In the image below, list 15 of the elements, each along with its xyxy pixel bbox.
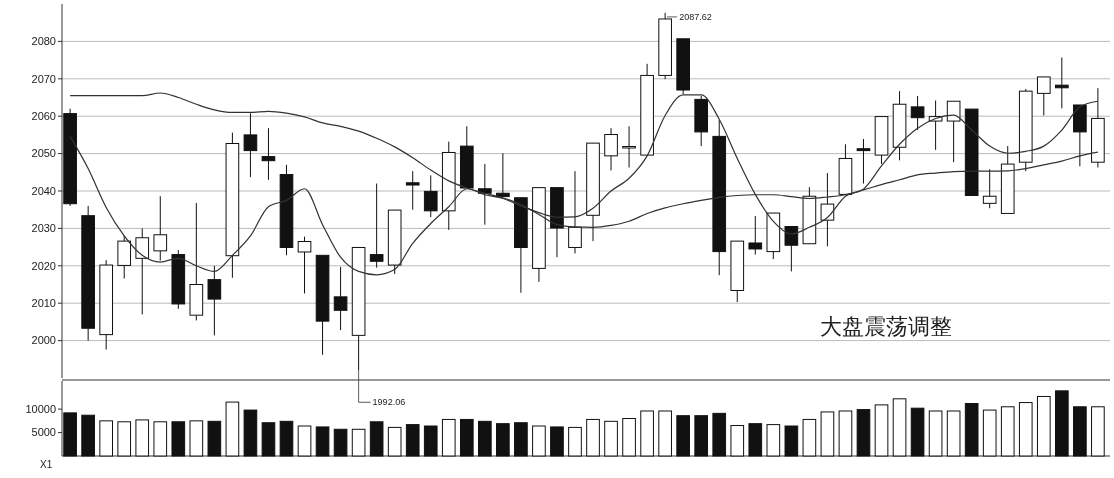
y-tick-label: 2080 [31,35,56,48]
y-tick-label: 10000 [25,402,56,415]
y-tick-label: 2040 [31,184,56,197]
annotation: 大盘震荡调整 [820,314,952,339]
y-tick-label: 2010 [31,297,56,310]
y-tick-label: 2050 [31,147,56,160]
text: X1 [40,459,53,470]
y-tick-label: 2030 [31,222,56,235]
y-tick-label: 2070 [31,72,56,85]
y-tick-label: 5000 [31,426,56,439]
y-tick-label: 2020 [31,259,56,272]
y-tick-label: 2060 [31,110,56,123]
annotation: 1992.06 [372,397,406,408]
annotation: 2087.62 [679,12,712,23]
y-tick-label: 2000 [31,334,56,347]
